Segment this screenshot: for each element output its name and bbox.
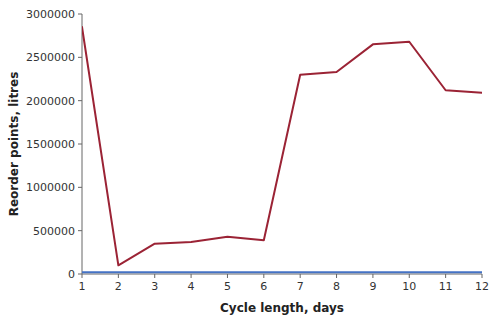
- x-tick: [154, 274, 155, 278]
- series-line: [82, 27, 482, 265]
- chart-svg: 1234567891011120500000100000015000002000…: [0, 0, 500, 322]
- x-tick: [372, 274, 373, 278]
- y-tick-label: 3000000: [26, 8, 75, 21]
- y-tick-label: 2500000: [26, 51, 75, 64]
- x-axis-label: Cycle length, days: [220, 301, 344, 315]
- y-tick-label: 500000: [33, 225, 75, 238]
- x-tick: [227, 274, 228, 278]
- x-tick: [300, 274, 301, 278]
- x-tick-label: 3: [151, 280, 158, 293]
- y-tick: [78, 187, 82, 188]
- x-tick-label: 7: [297, 280, 304, 293]
- x-tick: [482, 274, 483, 278]
- chart-container: 1234567891011120500000100000015000002000…: [0, 0, 500, 322]
- y-tick: [78, 230, 82, 231]
- plot-area: [82, 27, 482, 272]
- y-tick: [78, 14, 82, 15]
- x-tick-label: 12: [475, 280, 489, 293]
- x-tick-label: 6: [260, 280, 267, 293]
- x-tick-label: 9: [369, 280, 376, 293]
- y-tick-label: 1500000: [26, 138, 75, 151]
- x-tick: [445, 274, 446, 278]
- series-line: [82, 271, 482, 273]
- y-tick-label: 2000000: [26, 95, 75, 108]
- x-tick-label: 1: [79, 280, 86, 293]
- x-tick: [263, 274, 264, 278]
- y-tick: [78, 100, 82, 101]
- x-tick: [191, 274, 192, 278]
- x-tick: [409, 274, 410, 278]
- x-tick: [336, 274, 337, 278]
- y-tick: [78, 57, 82, 58]
- y-tick-label: 0: [68, 268, 75, 281]
- x-tick-label: 8: [333, 280, 340, 293]
- x-tick: [118, 274, 119, 278]
- x-tick-label: 4: [188, 280, 195, 293]
- y-axis-label: Reorder points, litres: [7, 72, 21, 217]
- y-tick: [78, 274, 82, 275]
- x-tick-label: 11: [439, 280, 453, 293]
- x-tick-label: 2: [115, 280, 122, 293]
- y-tick-label: 1000000: [26, 181, 75, 194]
- x-tick-label: 10: [402, 280, 416, 293]
- y-tick: [78, 144, 82, 145]
- x-tick-label: 5: [224, 280, 231, 293]
- axes: 1234567891011120500000100000015000002000…: [26, 8, 489, 293]
- x-tick: [82, 274, 83, 278]
- x-axis-line: [82, 274, 482, 275]
